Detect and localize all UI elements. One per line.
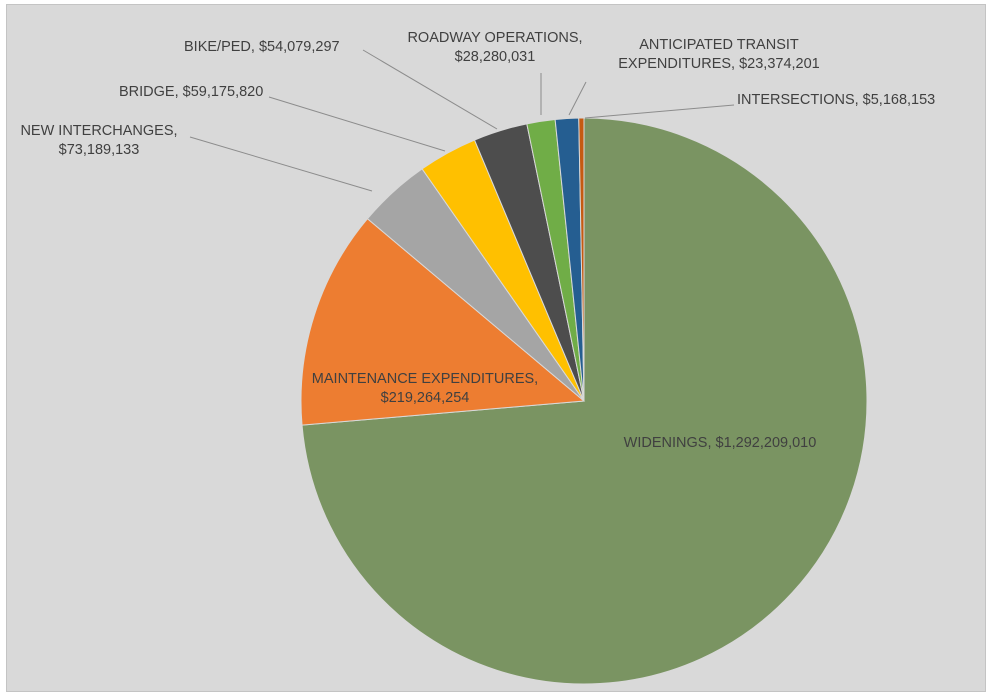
leader-line-intersections (584, 104, 735, 119)
leader-lines (189, 49, 735, 192)
data-label-intersections: INTERSECTIONS, $5,168,153 (737, 92, 935, 108)
pie-slice-intersections (578, 117, 585, 402)
leader-line-new-interchanges (189, 136, 373, 192)
data-label-roadway-operations: ROADWAY OPERATIONS, $28,280,031 (407, 30, 582, 65)
leader-line-bridge (268, 96, 446, 152)
pie-chart: WIDENINGS, $1,292,209,010 MAINTENANCE EXP… (20, 30, 935, 685)
pie-slices (300, 117, 868, 685)
data-label-bike-ped: BIKE/PED, $54,079,297 (184, 39, 340, 55)
data-labels: WIDENINGS, $1,292,209,010 MAINTENANCE EXP… (20, 30, 935, 451)
leader-line-anticipated-transit-expenditures (568, 81, 587, 116)
leader-line-bike-ped (362, 49, 498, 130)
data-label-widenings: WIDENINGS, $1,292,209,010 (624, 435, 817, 451)
chart-area: WIDENINGS, $1,292,209,010 MAINTENANCE EXP… (6, 4, 986, 692)
pie-slice-maintenance-expenditures (300, 218, 586, 426)
data-label-new-interchanges: NEW INTERCHANGES, $73,189,133 (20, 123, 177, 158)
data-label-maintenance-expenditures: MAINTENANCE EXPENDITURES, $219,264,254 (312, 371, 538, 406)
data-label-anticipated-transit-expenditures: ANTICIPATED TRANSIT EXPENDITURES, $23,374… (618, 37, 820, 72)
data-label-bridge: BRIDGE, $59,175,820 (119, 84, 263, 100)
